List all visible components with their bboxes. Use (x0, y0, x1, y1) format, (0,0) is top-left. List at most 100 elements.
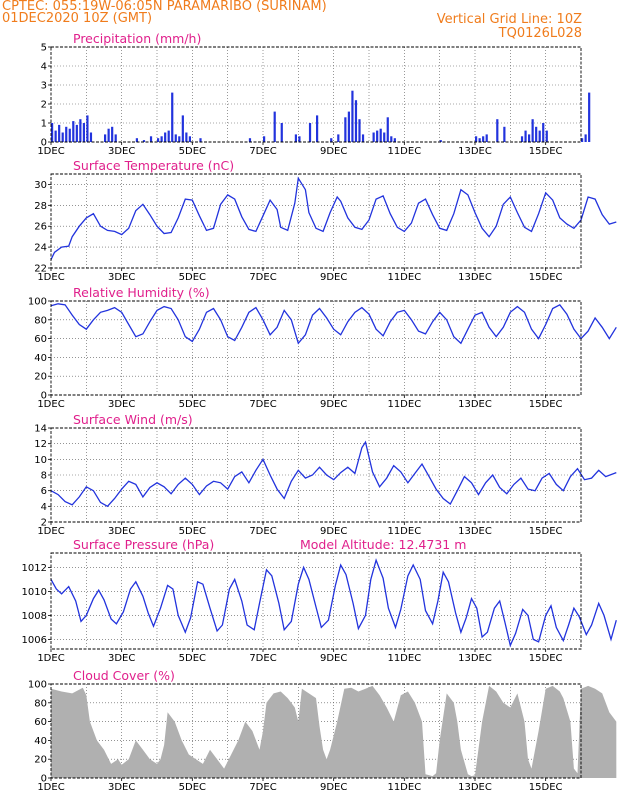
cloud-area (51, 685, 617, 778)
y-tick-label: 26 (34, 222, 47, 233)
precip-bar (520, 136, 524, 142)
panel-3: 0 20 40 60 80 100 1DEC 3DEC 5DEC 7DEC 9DEC 11DEC 13D… (28, 285, 617, 410)
precip-bar (347, 111, 350, 142)
precip-bar (478, 138, 481, 142)
precip-bar (383, 132, 386, 142)
precip-bar (584, 134, 587, 142)
x-tick-label: 9DEC (320, 272, 347, 283)
precip-bar (149, 136, 153, 142)
precip-bar (379, 128, 382, 142)
x-tick-label: 7DEC (249, 399, 276, 410)
y-tick-label: 0 (41, 138, 47, 149)
precip-bar (157, 138, 160, 142)
precip-bar (79, 119, 82, 142)
precip-bar (545, 130, 548, 142)
x-tick-label: 5DEC (179, 399, 206, 410)
series-line (50, 303, 617, 345)
header-model-id: TQ0126L028 (498, 26, 582, 41)
precip-bar (386, 117, 389, 142)
x-tick-label: 1DEC (37, 782, 64, 793)
y-tick-label: 80 (34, 698, 47, 709)
precip-bar (51, 123, 54, 142)
panel-frame (50, 173, 582, 269)
precip-bar (160, 136, 163, 142)
panel-title: Surface Wind (m/s) (73, 412, 193, 427)
x-tick-label: 11DEC (387, 146, 421, 157)
y-tick-label: 1010 (22, 587, 47, 598)
y-tick-label: 0 (41, 774, 47, 785)
precip-bar (54, 130, 57, 142)
y-tick-label: 28 (34, 201, 47, 212)
precip-bar (531, 119, 534, 142)
precip-bar (65, 126, 68, 142)
precip-bar (390, 136, 393, 142)
precip-bar (72, 121, 75, 142)
y-tick-label: 60 (34, 334, 47, 345)
y-tick-label: 20 (34, 755, 47, 766)
precip-bar (181, 115, 184, 142)
precip-bar (61, 132, 64, 142)
precip-bar (372, 132, 375, 142)
x-tick-label: 1DEC (37, 146, 64, 157)
panel-title: Cloud Cover (%) (73, 668, 175, 683)
y-tick-label: 14 (34, 424, 47, 435)
precip-bar (167, 130, 170, 142)
y-tick-label: 2 (41, 518, 47, 529)
precip-bar (58, 124, 61, 142)
y-tick-label: 4 (41, 502, 47, 513)
precip-bar (581, 138, 584, 142)
y-tick-label: 60 (34, 717, 47, 728)
y-tick-label: 8 (41, 471, 47, 482)
x-tick-label: 3DEC (108, 146, 135, 157)
x-tick-label: 3DEC (108, 526, 135, 537)
precip-bar (298, 136, 301, 142)
x-tick-label: 15DEC (529, 399, 563, 410)
x-tick-label: 15DEC (529, 653, 563, 664)
precip-bar (111, 126, 114, 142)
precip-bar (263, 136, 266, 142)
panel-frame (50, 46, 582, 143)
precip-bar (68, 128, 71, 142)
y-tick-label: 1006 (22, 635, 47, 646)
precip-bar (164, 132, 167, 142)
y-tick-label: 40 (34, 736, 47, 747)
x-tick-label: 9DEC (320, 526, 347, 537)
panel-2: 22 24 26 28 30 1DEC 3DEC 5DEC 7DEC 9DEC 11DEC 13DEC… (34, 158, 617, 283)
x-tick-label: 13DEC (458, 782, 492, 793)
precip-bar (82, 123, 85, 142)
x-tick-label: 3DEC (108, 782, 135, 793)
panel-4: 2 4 6 8 10 12 14 1DEC 3DEC 5DEC 7DEC 9DEC 11DEC 13DEC… (34, 412, 617, 537)
precip-bar (354, 100, 358, 142)
precip-bar (107, 128, 110, 142)
precip-bar (171, 92, 174, 142)
x-tick-label: 3DEC (108, 399, 135, 410)
panel-title: Surface Pressure (hPa) (73, 537, 214, 552)
precip-bar (439, 140, 442, 142)
x-tick-label: 13DEC (458, 399, 492, 410)
panel-1: 0 1 2 3 4 5 1DEC 3DEC 5DEC 7DEC 9DEC 11DEC 13DEC 15DE… (37, 31, 591, 157)
x-tick-label: 9DEC (320, 146, 347, 157)
header-grid-note: Vertical Grid Line: 10Z (436, 12, 582, 27)
x-tick-label: 15DEC (529, 526, 563, 537)
x-tick-label: 1DEC (37, 653, 64, 664)
precip-bar (535, 126, 538, 142)
x-tick-label: 1DEC (37, 399, 64, 410)
x-tick-label: 7DEC (249, 146, 276, 157)
panel-frame (50, 552, 582, 650)
panel-frame (50, 683, 582, 779)
precip-bar (337, 134, 340, 142)
x-tick-label: 9DEC (320, 653, 347, 664)
panel-title: Precipitation (mm/h) (73, 31, 201, 46)
series-line (50, 440, 617, 508)
x-tick-label: 7DEC (249, 653, 276, 664)
x-tick-label: 5DEC (179, 272, 206, 283)
panel-frame (50, 427, 582, 523)
precip-bar (273, 111, 276, 142)
x-tick-label: 3DEC (108, 653, 135, 664)
x-tick-label: 5DEC (179, 146, 206, 157)
y-tick-label: 30 (34, 180, 47, 191)
x-tick-label: 5DEC (179, 526, 206, 537)
x-tick-label: 7DEC (249, 272, 276, 283)
y-tick-label: 24 (34, 243, 47, 254)
x-tick-label: 13DEC (458, 526, 492, 537)
